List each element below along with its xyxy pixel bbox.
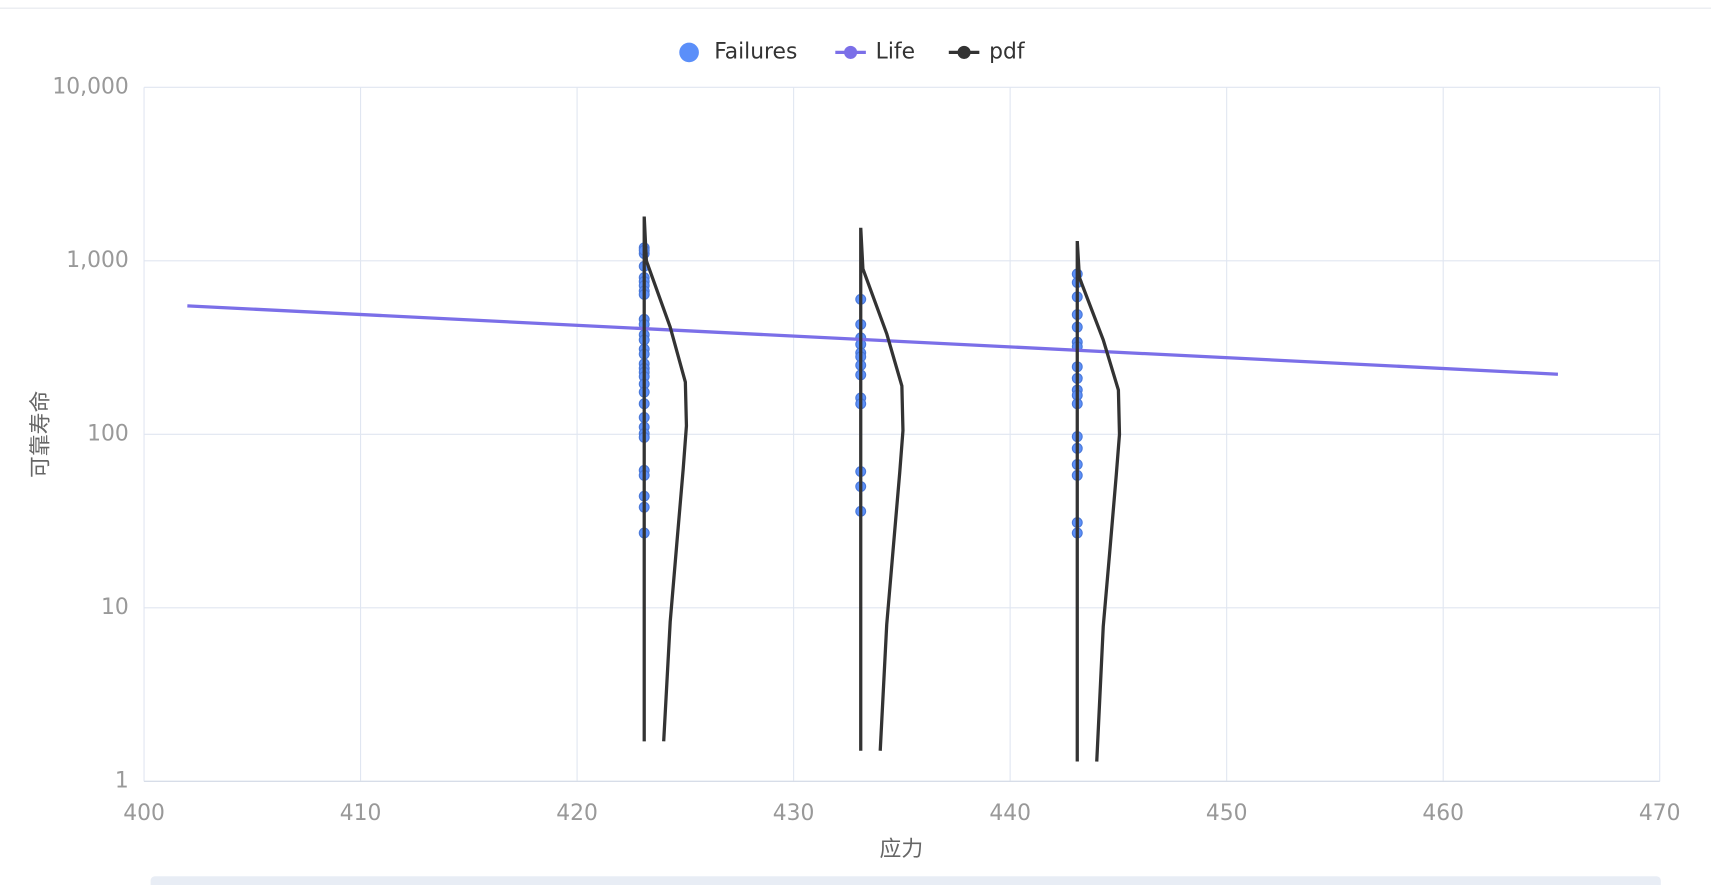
legend-label: Failures <box>714 39 797 64</box>
scroll-bar[interactable] <box>150 876 1661 885</box>
x-tick-label: 400 <box>123 801 165 826</box>
x-axis-label: 应力 <box>880 837 924 862</box>
x-tick-label: 460 <box>1422 801 1464 826</box>
y-tick-label: 100 <box>87 421 129 446</box>
series-line <box>859 227 905 751</box>
x-tick-label: 450 <box>1206 801 1248 826</box>
y-tick-label: 1 <box>115 768 129 793</box>
x-tick-label: 430 <box>773 801 815 826</box>
y-tick-label: 1,000 <box>66 248 128 273</box>
legend-label: pdf <box>989 39 1026 64</box>
series-line <box>1075 240 1122 762</box>
x-tick-label: 470 <box>1639 801 1681 826</box>
legend-marker <box>957 45 971 59</box>
legend-marker <box>844 45 858 59</box>
legend-marker <box>679 42 699 63</box>
x-tick-label: 420 <box>556 801 598 826</box>
series-line <box>642 216 689 742</box>
y-axis-label: 可靠寿命 <box>28 391 53 478</box>
legend-label: Life <box>876 39 915 64</box>
series-line <box>187 304 1559 376</box>
legend: Failures Life pdf <box>679 39 1026 64</box>
x-tick-label: 410 <box>340 801 382 826</box>
y-tick-label: 10 <box>101 595 129 620</box>
x-tick-label: 440 <box>989 801 1031 826</box>
y-tick-label: 10,000 <box>52 74 128 99</box>
